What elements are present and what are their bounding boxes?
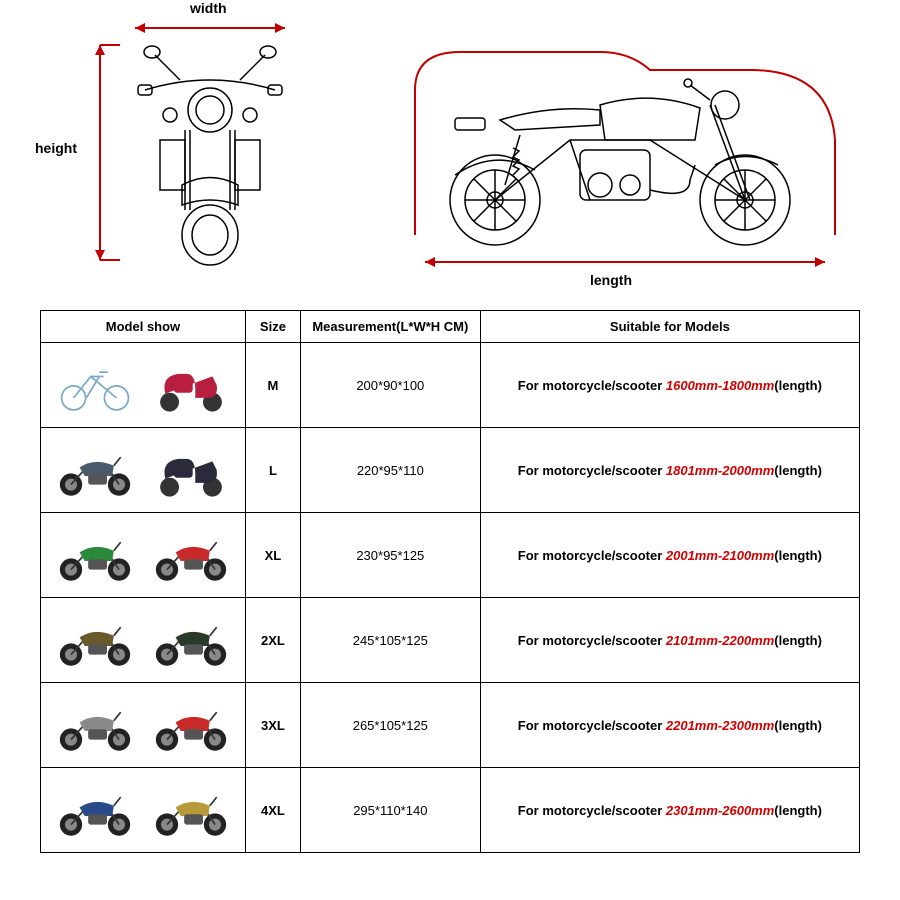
measurement-cell: 245*105*125 [300,598,480,683]
model-cell [41,428,246,513]
suitable-cell: For motorcycle/scooter 1801mm-2000mm(len… [480,428,859,513]
measurement-cell: 230*95*125 [300,513,480,598]
header-size: Size [245,311,300,343]
measurement-cell: 265*105*125 [300,683,480,768]
size-table: Model show Size Measurement(L*W*H CM) Su… [40,310,860,853]
suitable-cell: For motorcycle/scooter 2201mm-2300mm(len… [480,683,859,768]
model-cell [41,683,246,768]
height-label: height [35,140,77,156]
header-measurement: Measurement(L*W*H CM) [300,311,480,343]
header-row: Model show Size Measurement(L*W*H CM) Su… [41,311,860,343]
diagram-area: width height length [0,0,900,300]
model-thumb-icon [146,525,236,585]
model-cell [41,343,246,428]
suitable-cell: For motorcycle/scooter 2001mm-2100mm(len… [480,513,859,598]
model-thumb-icon [50,780,140,840]
size-cell: 4XL [245,768,300,853]
model-thumb-icon [50,440,140,500]
model-thumb-icon [50,355,140,415]
model-thumb-icon [146,355,236,415]
measurement-cell: 295*110*140 [300,768,480,853]
size-cell: XL [245,513,300,598]
size-cell: 3XL [245,683,300,768]
header-model: Model show [41,311,246,343]
model-thumb-icon [146,695,236,755]
header-suitable: Suitable for Models [480,311,859,343]
model-thumb-icon [50,695,140,755]
model-thumb-icon [146,440,236,500]
table-row: XL230*95*125For motorcycle/scooter 2001m… [41,513,860,598]
suitable-cell: For motorcycle/scooter 2101mm-2200mm(len… [480,598,859,683]
table-row: M200*90*100For motorcycle/scooter 1600mm… [41,343,860,428]
table-row: 3XL265*105*125For motorcycle/scooter 220… [41,683,860,768]
table-row: L220*95*110For motorcycle/scooter 1801mm… [41,428,860,513]
table-row: 4XL295*110*140For motorcycle/scooter 230… [41,768,860,853]
model-cell [41,598,246,683]
suitable-cell: For motorcycle/scooter 1600mm-1800mm(len… [480,343,859,428]
front-motorcycle-diagram [90,10,330,270]
side-motorcycle-diagram [400,30,850,290]
model-cell [41,513,246,598]
model-thumb-icon [50,610,140,670]
suitable-cell: For motorcycle/scooter 2301mm-2600mm(len… [480,768,859,853]
size-cell: L [245,428,300,513]
measurement-cell: 220*95*110 [300,428,480,513]
model-thumb-icon [146,780,236,840]
table-row: 2XL245*105*125For motorcycle/scooter 210… [41,598,860,683]
measurement-cell: 200*90*100 [300,343,480,428]
model-cell [41,768,246,853]
model-thumb-icon [146,610,236,670]
size-cell: M [245,343,300,428]
size-cell: 2XL [245,598,300,683]
model-thumb-icon [50,525,140,585]
